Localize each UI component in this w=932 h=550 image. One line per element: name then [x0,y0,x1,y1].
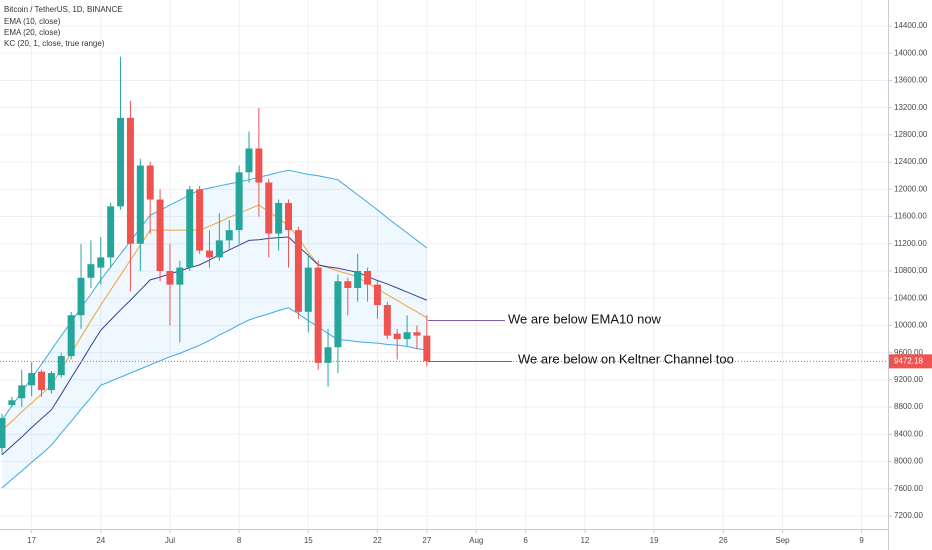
y-tick-label: 9200.00 [894,375,923,384]
candle-body [166,271,174,285]
indicator-label: EMA (10, close) [4,17,61,26]
candle-body [423,335,431,362]
candle-body [47,373,55,391]
y-tick-label: 10800.00 [894,266,928,275]
y-tick-label: 8000.00 [894,457,923,466]
candle-body [324,347,332,363]
candle-body [245,148,253,173]
candle-body [126,117,134,244]
last-price-box [889,354,932,369]
x-tick-label: Jul [165,536,175,545]
candle-body [314,267,322,363]
candle-body [403,332,411,340]
annotation: We are below on Keltner Channel too [518,351,734,366]
y-tick-label: 13600.00 [894,76,928,85]
candle-body [294,230,302,312]
candle-body [373,284,381,306]
x-tick-label: Aug [469,536,483,545]
candle-body [196,189,204,251]
candle-body [285,202,293,231]
candle-body [364,271,372,285]
candle-body [18,385,26,399]
candle-body [205,250,213,258]
candle-body [97,257,105,268]
y-tick-label: 7600.00 [894,484,923,493]
x-tick-label: 12 [580,536,589,545]
indicator-line [1,307,427,489]
y-tick-label: 11200.00 [894,239,927,248]
axes: 7200.00 7600.00 8000.00 8400.00 8800.00 9200.… [27,21,932,545]
candle-body [383,305,391,336]
x-tick-label: 24 [96,536,105,545]
candle-body [38,371,46,391]
x-tick-label: 19 [650,536,659,545]
x-tick-label: 26 [719,536,728,545]
candle-body [77,277,85,316]
plot [0,56,888,489]
y-tick-label: 9600.00 [894,348,923,357]
y-tick-label: 14000.00 [894,48,928,57]
candle-body [117,117,125,207]
candle-body [156,199,164,271]
candle-body [304,267,312,312]
y-tick-label: 13200.00 [894,103,928,112]
candle-body [413,332,421,336]
y-tick-label: 8800.00 [894,402,923,411]
annotation: We are below EMA10 now [508,311,662,326]
candle-body [275,202,283,234]
y-tick-label: 12800.00 [894,130,928,139]
candle-body [186,189,194,268]
y-tick-label: 8400.00 [894,429,923,438]
x-tick-label: 15 [304,536,313,545]
x-tick-label: Sep [775,536,790,545]
candle-body [146,165,154,200]
y-tick-label: 7200.00 [894,511,923,520]
y-tick-label: 14400.00 [894,21,928,30]
x-tick-label: 8 [237,536,242,545]
candle-body [255,148,263,183]
candle-body [354,271,362,289]
x-tick-label: 6 [523,536,528,545]
indicator-label: KC (20, 1, close, true range) [4,39,105,48]
candle-body [67,315,75,357]
candle-body [215,240,223,258]
last-price-label: 9472.18 [894,356,923,365]
channel-fill [2,170,427,489]
chart-title: Bitcoin / TetherUS, 1D, BINANCE [4,5,123,14]
candle-body [136,165,144,244]
candle-body [107,206,115,258]
candle-body [57,356,65,376]
candle-body [225,230,233,241]
y-tick-label: 11600.00 [894,212,927,221]
candle-body [176,267,184,285]
candle-body [235,172,243,231]
candle-body [28,373,36,386]
candle-body [393,333,401,340]
candle-body [8,400,16,406]
x-tick-label: 9 [859,536,864,545]
x-tick-label: 27 [422,536,431,545]
candle-body [87,264,95,278]
candle-body [265,182,273,234]
candle-body [0,418,6,448]
candle-body [344,281,352,289]
y-tick-label: 10000.00 [894,321,928,330]
y-tick-label: 10400.00 [894,293,928,302]
candle-body [334,281,342,348]
y-tick-label: 12000.00 [894,184,928,193]
x-tick-label: 22 [373,536,382,545]
x-tick-label: 17 [27,536,36,545]
y-tick-label: 12400.00 [894,157,928,166]
indicator-label: EMA (20, close) [4,28,61,37]
